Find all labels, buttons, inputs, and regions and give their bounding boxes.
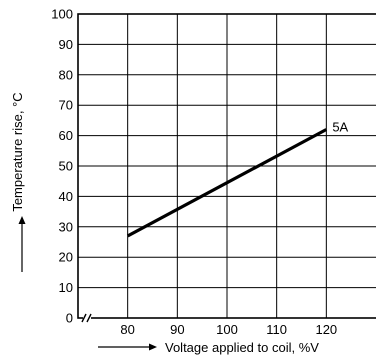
y-tick-label-40: 40 xyxy=(59,189,73,204)
axis-break-mark xyxy=(81,313,92,323)
y-tick-label-70: 70 xyxy=(59,98,73,113)
x-axis-label: Voltage applied to coil, %V xyxy=(165,340,319,355)
axis-break-slash-left xyxy=(81,313,87,323)
x-tick-label-90: 90 xyxy=(170,322,184,337)
series-label-5A: 5A xyxy=(332,120,348,135)
x-tick-label-110: 110 xyxy=(266,322,287,337)
y-tick-label-20: 20 xyxy=(59,250,73,265)
series-line-5A xyxy=(126,128,328,238)
y-tick-label-10: 10 xyxy=(59,280,73,295)
y-axis-label: Temperature rise, °C xyxy=(10,92,25,211)
y-tick-label-100: 100 xyxy=(51,7,73,22)
x-tick-label-80: 80 xyxy=(120,322,134,337)
plot-frame xyxy=(77,13,376,319)
axis-break-slash-right xyxy=(86,313,92,323)
y-tick-labels: 0 10 20 30 40 50 60 70 80 90 100 xyxy=(51,7,73,326)
series-lines: 5A xyxy=(126,120,349,238)
x-tick-label-100: 100 xyxy=(216,322,238,337)
y-tick-label-90: 90 xyxy=(59,37,73,52)
y-tick-label-30: 30 xyxy=(59,219,73,234)
y-tick-label-60: 60 xyxy=(59,128,73,143)
grid xyxy=(78,13,376,319)
x-axis-arrow-head xyxy=(149,343,157,351)
x-axis-title: Voltage applied to coil, %V xyxy=(98,340,319,355)
y-tick-label-50: 50 xyxy=(59,159,73,174)
y-tick-label-0: 0 xyxy=(66,311,73,326)
y-axis-title: Temperature rise, °C xyxy=(10,92,26,272)
x-tick-labels: 80 90 100 110 120 xyxy=(120,322,337,337)
y-tick-label-80: 80 xyxy=(59,67,73,82)
y-axis-arrow-head xyxy=(18,216,26,224)
x-tick-label-120: 120 xyxy=(315,322,337,337)
axis-break-gap xyxy=(83,314,91,322)
